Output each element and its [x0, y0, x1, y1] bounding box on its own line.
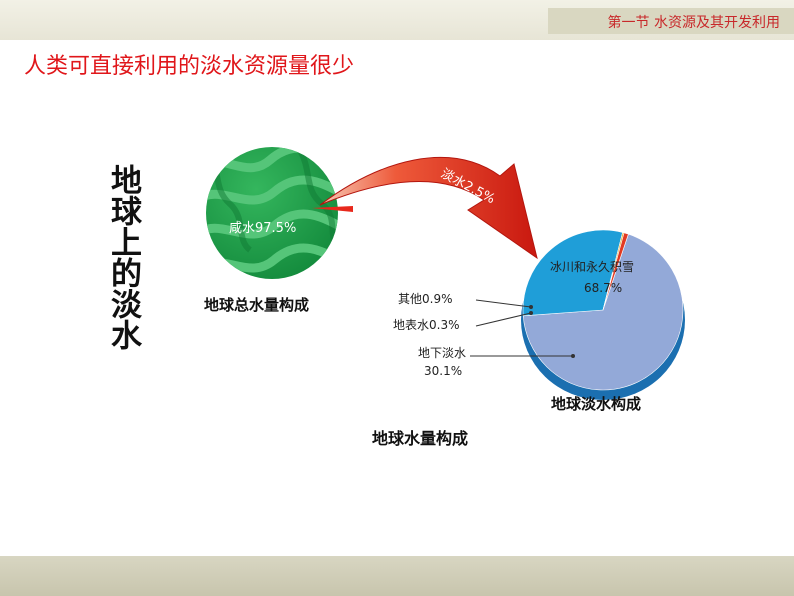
- footer-strip: [0, 556, 794, 596]
- surface-leader: [475, 312, 532, 327]
- fresh-water-labels: 冰川和永久积雪 68.7% 其他0.9% 地表水0.3% 地下淡水 30.1%: [393, 260, 634, 378]
- groundwater-label: 地下淡水: [418, 346, 466, 360]
- fresh-slice-3: [602, 232, 629, 311]
- fresh-slice-0: [522, 233, 684, 391]
- surface-leader-dot: [529, 311, 533, 315]
- ice-value: 68.7%: [584, 281, 622, 295]
- total-water-pie: 咸水97.5%: [206, 147, 353, 279]
- ice-label: 冰川和永久积雪: [550, 260, 634, 274]
- slide-title: 人类可直接利用的淡水资源量很少: [24, 54, 355, 79]
- other-leader: [475, 299, 532, 308]
- vertical-label: 地球上的淡水: [105, 164, 141, 350]
- header-accent: [548, 8, 794, 34]
- other-label: 其他0.9%: [398, 292, 453, 306]
- freshwater-slice: [312, 206, 353, 212]
- caption-total-water: 地球总水量构成: [204, 296, 309, 314]
- header-section-title: 第一节 水资源及其开发利用: [607, 15, 780, 31]
- caption-main: 地球水量构成: [372, 429, 468, 448]
- saltwater-label: 咸水97.5%: [229, 221, 296, 236]
- other-leader-dot: [529, 305, 533, 309]
- surface-label: 地表水0.3%: [393, 318, 460, 332]
- groundwater-leader-dot: [571, 354, 575, 358]
- caption-fresh-water: 地球淡水构成: [551, 395, 641, 413]
- fresh-water-pie: [521, 229, 685, 400]
- fresh-slice-1: [522, 229, 623, 317]
- groundwater-value: 30.1%: [424, 364, 462, 378]
